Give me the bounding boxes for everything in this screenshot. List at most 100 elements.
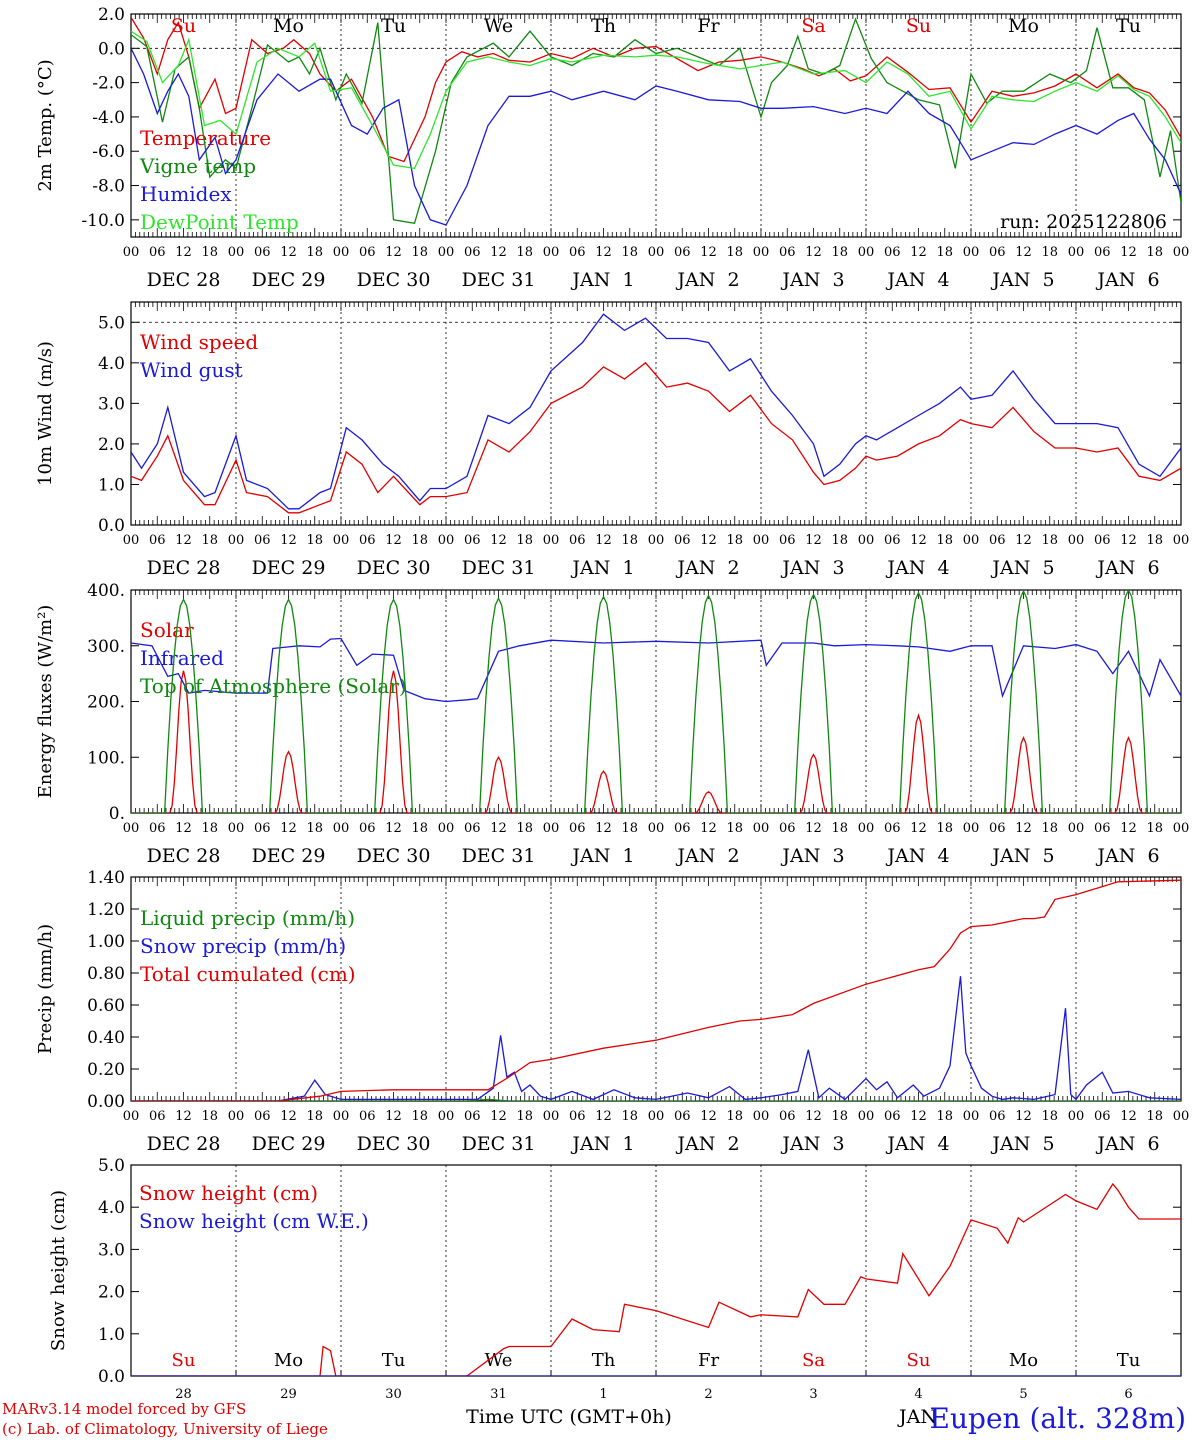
date-label: JAN 6: [1095, 557, 1159, 579]
snow-height-panel: 0.0 1.0 2.0 3.0 4.0 5.0 Snow height (cm) Su Mo Tu…: [48, 1156, 1182, 1402]
y-tick-label: 0.: [109, 804, 125, 824]
date-label: DEC 29: [252, 845, 326, 867]
y-tick-label: 4.0: [98, 354, 125, 374]
legend-entry: Wind speed: [140, 330, 258, 354]
y-tick-label: 1.0: [98, 1325, 125, 1345]
hour-tick-label: 00: [648, 245, 665, 260]
day-name-label: We: [485, 1350, 513, 1371]
hour-tick-label: 12: [910, 1109, 927, 1124]
hour-tick-label: 18: [1146, 1109, 1163, 1124]
legend-entry: Humidex: [140, 182, 232, 206]
hour-tick-label: 00: [333, 1109, 350, 1124]
hour-tick-label: 06: [149, 245, 166, 260]
hour-tick-label: 18: [936, 1109, 953, 1124]
hour-tick-label: 06: [149, 821, 166, 836]
credit-line-2: (c) Lab. of Climatology, University of L…: [2, 1420, 328, 1438]
hour-tick-label: 00: [123, 821, 140, 836]
date-label: JAN 4: [885, 557, 949, 579]
date-label: DEC 28: [147, 269, 221, 291]
y-tick-label: 0.60: [87, 996, 125, 1016]
hour-tick-label: 00: [228, 245, 245, 260]
hour-tick-label: 12: [175, 821, 192, 836]
y-tick-label: 1.20: [87, 900, 125, 920]
hour-tick-label: 06: [989, 1109, 1006, 1124]
wind-panel: 0.0 1.0 2.0 3.0 4.0 5.0 10m Wind (m/s) 00 06 12 18…: [35, 301, 1190, 579]
hour-tick-label: 06: [359, 821, 376, 836]
day-number-label: 1: [599, 1387, 607, 1402]
hour-tick-label: 06: [779, 533, 796, 548]
hour-tick-label: 00: [123, 1109, 140, 1124]
hour-tick-label: 06: [464, 821, 481, 836]
hour-tick-label: 00: [228, 533, 245, 548]
hour-tick-label: 18: [306, 821, 323, 836]
hour-tick-label: 18: [201, 533, 218, 548]
date-label: JAN 5: [990, 845, 1054, 867]
y-tick-label: -6.0: [92, 142, 125, 162]
hour-tick-label: 00: [1173, 533, 1190, 548]
hour-tick-label: 18: [516, 245, 533, 260]
y-axis-label: Snow height (cm): [48, 1190, 69, 1351]
hour-tick-label: 06: [674, 1109, 691, 1124]
hour-tick-label: 06: [779, 245, 796, 260]
date-label: JAN 3: [780, 269, 844, 291]
y-tick-label: 0.00: [87, 1092, 125, 1112]
hour-tick-label: 18: [936, 245, 953, 260]
hour-tick-label: 00: [1068, 533, 1085, 548]
hour-tick-label: 06: [149, 533, 166, 548]
day-name-label: Su: [906, 15, 931, 37]
date-label: JAN 4: [885, 269, 949, 291]
date-label: DEC 30: [357, 557, 431, 579]
hour-tick-label: 18: [1041, 821, 1058, 836]
hour-tick-label: 06: [464, 1109, 481, 1124]
series-line-total-cumulated-cm: [131, 879, 1181, 1101]
hour-tick-label: 06: [884, 1109, 901, 1124]
y-tick-label: 2.0: [98, 5, 125, 25]
hour-tick-label: 18: [936, 821, 953, 836]
hour-tick-label: 06: [779, 821, 796, 836]
hour-tick-label: 00: [963, 245, 980, 260]
hour-tick-label: 00: [1068, 1109, 1085, 1124]
hour-tick-label: 06: [884, 821, 901, 836]
hour-tick-label: 12: [385, 821, 402, 836]
hour-tick-label: 00: [438, 1109, 455, 1124]
hour-tick-label: 18: [1146, 821, 1163, 836]
series-line-vigne-temp: [131, 17, 1181, 225]
hour-tick-label: 18: [831, 1109, 848, 1124]
hour-tick-label: 12: [385, 1109, 402, 1124]
day-name-label: Fr: [698, 1350, 719, 1371]
hour-tick-label: 18: [1146, 245, 1163, 260]
energy-flux-panel: 0. 100. 200. 300. 400. Energy fluxes (W/m²) 00…: [35, 581, 1189, 867]
y-tick-label: 0.0: [98, 516, 125, 536]
day-name-label: Fr: [697, 15, 720, 37]
hour-tick-label: 18: [621, 245, 638, 260]
hour-tick-label: 06: [1094, 533, 1111, 548]
hour-tick-label: 18: [621, 1109, 638, 1124]
hour-tick-label: 12: [700, 245, 717, 260]
y-tick-label: -2.0: [92, 74, 125, 94]
legend-entry: Snow height (cm): [139, 1181, 318, 1205]
day-name-label: Tu: [381, 15, 406, 37]
date-label: DEC 29: [252, 269, 326, 291]
date-label: JAN 6: [1095, 269, 1159, 291]
legend-entry: Wind gust: [140, 358, 243, 382]
day-number-label: 29: [280, 1387, 297, 1402]
hour-tick-label: 06: [674, 821, 691, 836]
legend-entry: Total cumulated (cm): [140, 962, 356, 986]
series-line-snow-precip-mm-h: [131, 976, 1181, 1101]
y-tick-label: 400.: [87, 581, 125, 601]
hour-tick-label: 12: [595, 821, 612, 836]
hour-tick-label: 00: [123, 245, 140, 260]
date-label: DEC 28: [147, 1133, 221, 1155]
hour-tick-label: 12: [910, 821, 927, 836]
y-axis-label: 2m Temp. (°C): [35, 59, 56, 191]
date-label: JAN 2: [675, 557, 739, 579]
y-tick-label: 0.80: [87, 964, 125, 984]
hour-tick-label: 12: [910, 245, 927, 260]
y-tick-label: -10.0: [81, 211, 125, 231]
hour-tick-label: 00: [963, 821, 980, 836]
series-line-dewpoint-temp: [131, 30, 1181, 170]
hour-tick-label: 06: [464, 533, 481, 548]
hour-tick-label: 12: [595, 1109, 612, 1124]
date-label: DEC 31: [462, 1133, 536, 1155]
hour-tick-label: 00: [753, 533, 770, 548]
